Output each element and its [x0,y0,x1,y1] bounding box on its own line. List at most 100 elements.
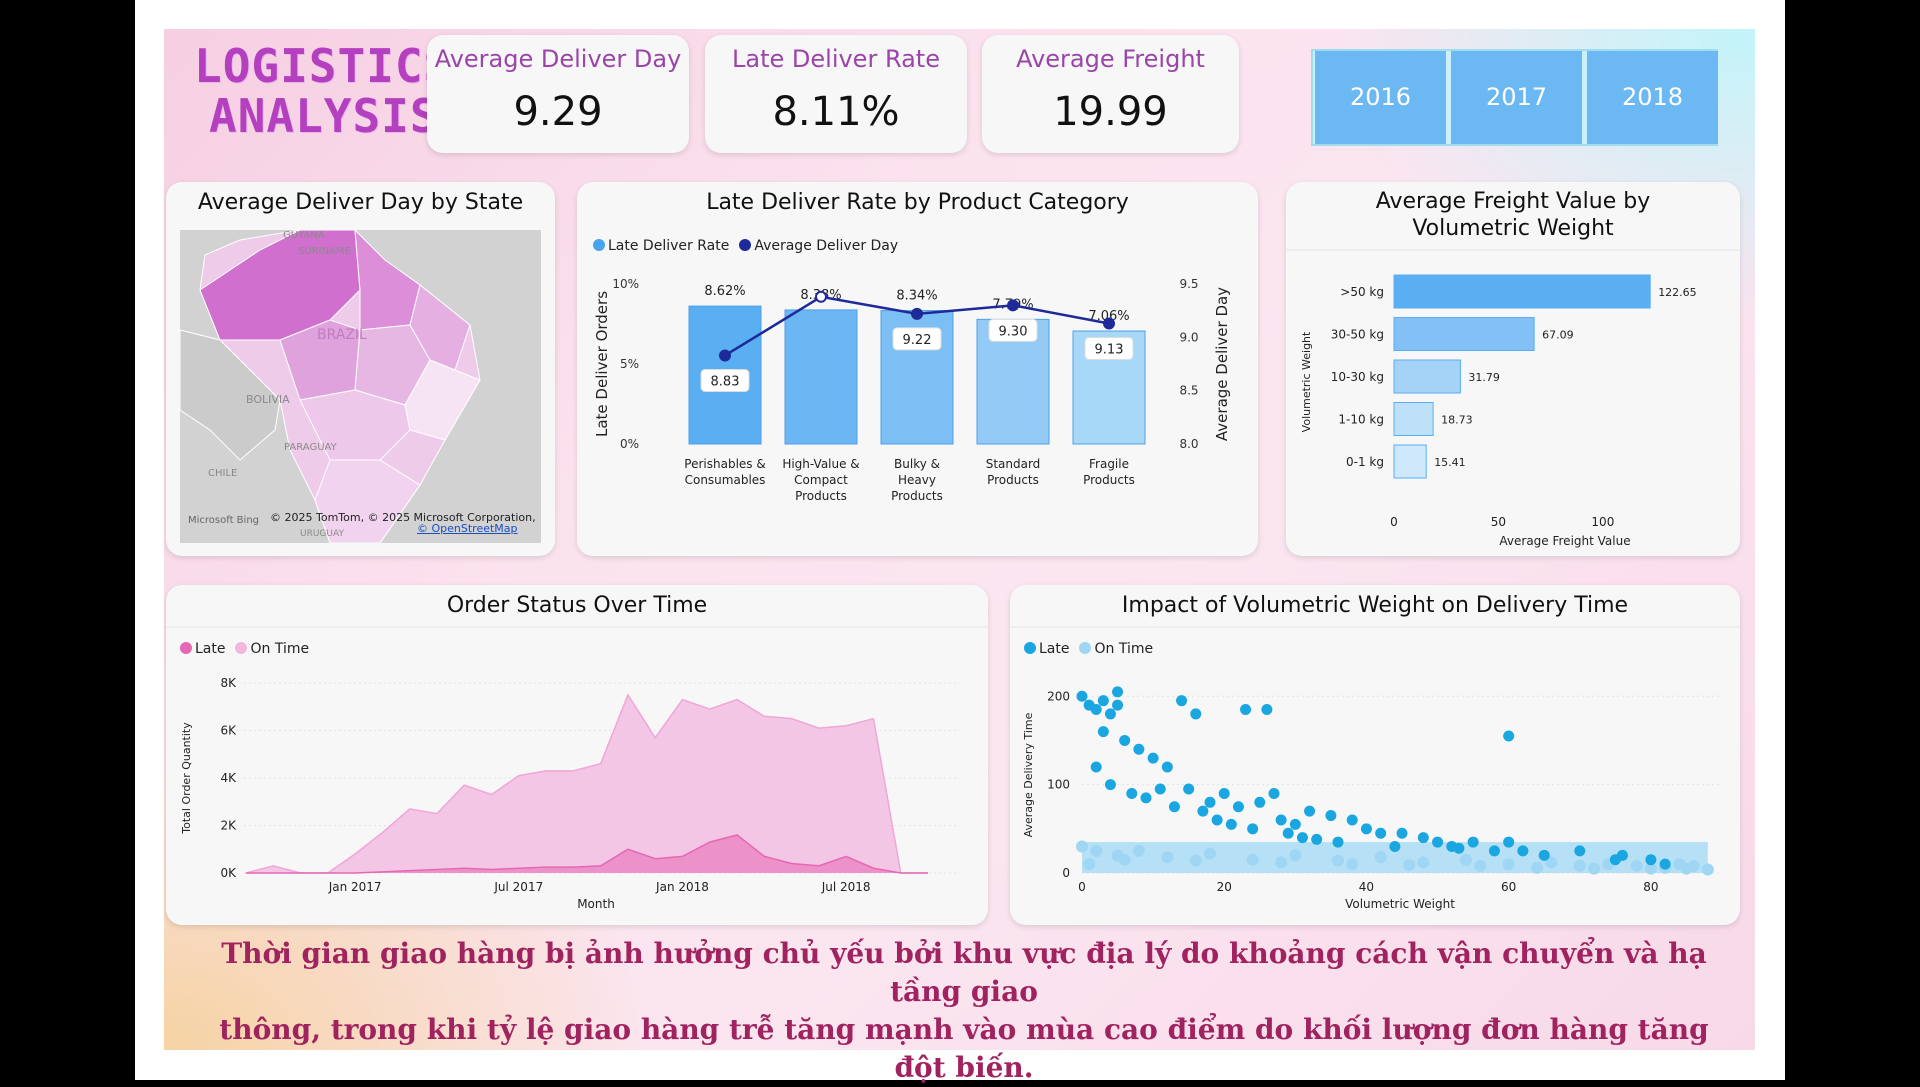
scatter-point-late [1225,818,1237,830]
map-label-bolivia: BOLIVIA [246,393,290,406]
map-svg [180,230,541,543]
scatter-point-on-time [1332,854,1344,867]
state-south [314,459,421,543]
kpi-title: Average Freight [1016,45,1205,73]
scatter-point-on-time [1701,863,1714,876]
scatter-point-late [1190,708,1202,720]
scatter-point-late [1275,814,1287,826]
scatter-point-late [1104,779,1116,791]
scatter-point-on-time [1673,858,1686,871]
scatter-point-on-time [1403,859,1416,872]
year-button-2018[interactable]: 2018 [1587,51,1718,144]
y2-tick-label: 9.0 [1179,330,1198,344]
y-tick-label: 0 [1062,866,1070,880]
legend-item[interactable]: Late Deliver Rate [593,238,729,254]
scatter-point-late [1645,854,1657,866]
scatter-point-on-time [1076,840,1088,853]
scatter-point-late [1304,805,1316,817]
scatter-point-late [1097,695,1109,707]
legend-item[interactable]: On Time [1079,641,1153,657]
kpi-value: 19.99 [1053,89,1168,135]
scatter-chart: 0 100 200 0 20 40 60 80 Volumetric Weight Average… [1010,626,1740,911]
late-line [246,834,928,874]
line-data-label: 9.13 [1095,342,1124,357]
line-point [719,349,731,362]
scatter-point-on-time [1417,856,1430,869]
scatter-point-late [1090,704,1102,716]
hbar [1393,444,1427,479]
x-tick-label: Products [795,489,847,503]
year-button-2016[interactable]: 2016 [1315,51,1446,144]
line-point [911,307,923,320]
y-tick-label: 4K [220,771,237,785]
line-data-label: 8.83 [711,374,740,389]
order-status-chart: 0K 2K 4K 6K 8K Jan 2017 Jul 2017 Jan 2018 Jul 20… [166,626,988,911]
scatter-point-late [1254,796,1266,808]
scatter-point-on-time [1204,847,1216,860]
x-tick-label: Fragile [1089,457,1129,471]
line-point [1103,317,1115,330]
scatter-point-late [1453,842,1465,854]
x-tick-label: Products [987,473,1039,487]
scatter-point-late [1488,845,1500,857]
y-tick-label: 30-50 kg [1331,328,1384,342]
scatter-point-late [1296,832,1308,844]
scatter-point-late [1240,704,1252,716]
scatter-point-on-time [1644,862,1657,875]
x-tick-label: 50 [1491,515,1506,529]
scatter-point-on-time [1460,853,1472,866]
scatter-point-on-time [1474,859,1487,872]
x-tick-label: 0 [1390,515,1398,529]
late-rate-legend: Late Deliver Rate Average Deliver Day [593,238,898,254]
order-status-legend: Late On Time [180,641,309,657]
year-button-2017[interactable]: 2017 [1451,51,1582,144]
hbar [1393,402,1434,436]
hbar-data-label: 31.79 [1468,371,1500,384]
x-tick-label: Jan 2018 [655,880,709,894]
legend-item[interactable]: Late [1024,641,1069,657]
legend-item[interactable]: Late [180,641,225,657]
scatter-point-on-time [1573,859,1586,872]
map-label-brazil: BRAZIL [317,327,367,343]
map-label-suriname: SURINAME [298,246,351,257]
freight-card: Average Freight Value by Volumetric Weig… [1286,182,1740,556]
legend-item[interactable]: Average Deliver Day [739,238,898,254]
y-tick-label: 0-1 kg [1346,455,1384,469]
map-osm-link[interactable]: © OpenStreetMap [417,522,518,535]
scatter-point-on-time [1374,851,1387,864]
kpi-card-late-deliver-rate: Late Deliver Rate 8.11% [705,35,967,153]
bolivia-shape [180,329,281,461]
scatter-point-late [1176,695,1188,707]
map-label-chile: CHILE [208,468,238,479]
bar-data-label: 8.34% [896,289,937,304]
insight-text: Thời gian giao hàng bị ảnh hưởng chủ yếu… [204,935,1724,1087]
scatter-point-late [1090,761,1102,773]
map-title: Average Deliver Day by State [197,190,524,215]
scatter-point-on-time [1118,853,1131,866]
scatter-point-late [1197,805,1209,817]
scatter-point-on-time [1588,862,1600,875]
x-axis-label: Month [577,897,615,911]
legend-label: Average Deliver Day [754,238,899,254]
x-tick-label: Jul 2018 [821,880,871,894]
y2-axis-label: Average Deliver Day [1213,287,1231,441]
on-time-area [246,694,928,873]
scatter-point-late [1360,823,1372,835]
scatter-point-late [1247,823,1259,835]
scatter-point-late [1538,849,1550,861]
y-tick-label: 2K [220,819,237,833]
legend-item[interactable]: On Time [235,641,309,657]
scatter-point-late [1168,801,1180,813]
kpi-card-avg-freight: Average Freight 19.99 [982,35,1239,153]
late-rate-chart: 0% 5% 10% 8.0 8.5 9.0 9.5 Late Deliver Orders Av… [593,277,1231,503]
line-label-bg [892,327,942,351]
scatter-point-late [1332,836,1344,848]
legend-label: Late [1039,641,1070,657]
y2-tick-label: 8.5 [1179,384,1198,398]
scatter-point-late [1503,730,1515,742]
scatter-point-late [1325,810,1337,822]
state-map[interactable]: GUYANA SURINAME BRAZIL BOLIVIA PARAGUAY … [180,230,541,543]
line-point [1007,299,1019,312]
scatter-point-late [1133,743,1145,755]
map-card: Average Deliver Day by State GUYANA SU [166,182,555,556]
